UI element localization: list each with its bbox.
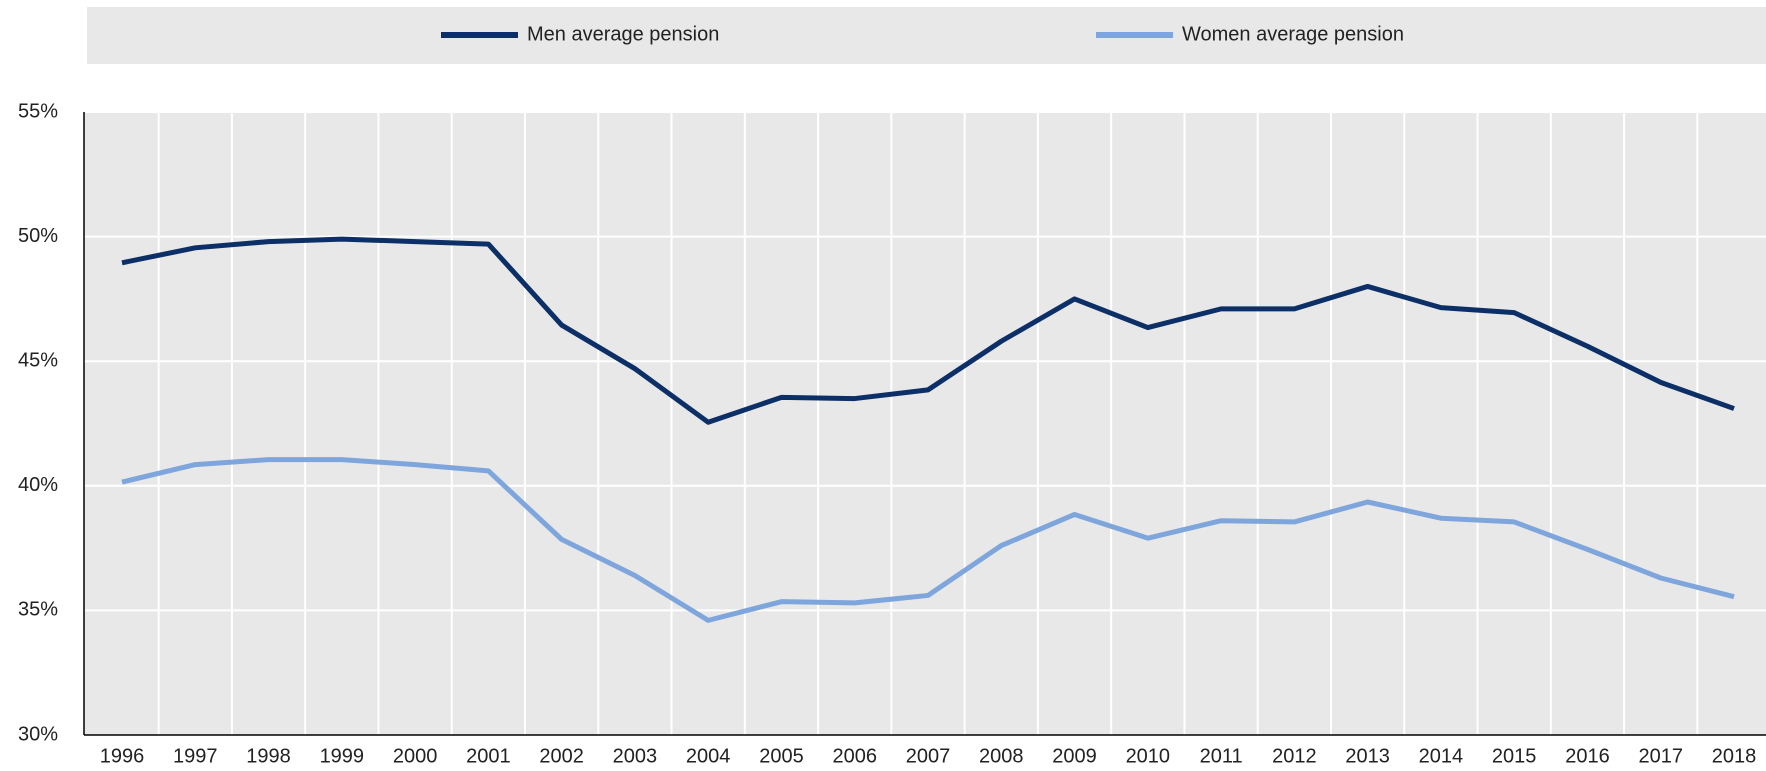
x-tick-label: 2008 (979, 745, 1024, 767)
legend-label: Women average pension (1182, 23, 1404, 45)
x-tick-label: 2014 (1419, 745, 1464, 767)
x-tick-label: 2015 (1492, 745, 1537, 767)
x-tick-label: 2013 (1345, 745, 1390, 767)
x-tick-label: 2006 (832, 745, 877, 767)
y-tick-label: 40% (18, 474, 58, 496)
x-tick-label: 1999 (320, 745, 365, 767)
x-tick-label: 1997 (173, 745, 218, 767)
x-tick-label: 1998 (246, 745, 291, 767)
x-tick-label: 2004 (686, 745, 731, 767)
x-tick-label: 2009 (1052, 745, 1097, 767)
y-tick-label: 55% (18, 100, 58, 122)
x-tick-label: 2002 (539, 745, 584, 767)
x-tick-label: 2018 (1712, 745, 1757, 767)
x-tick-label: 2001 (466, 745, 511, 767)
x-tick-label: 2000 (393, 745, 438, 767)
x-tick-label: 2010 (1126, 745, 1171, 767)
x-tick-label: 2017 (1638, 745, 1683, 767)
line-series (121, 236, 1735, 425)
y-tick-label: 50% (18, 225, 58, 247)
x-tick-label: 2007 (906, 745, 951, 767)
x-tick-label: 2005 (759, 745, 804, 767)
x-tick-label: 2011 (1200, 745, 1243, 767)
y-tick-label: 45% (18, 349, 58, 371)
x-tick-label: 2016 (1565, 745, 1610, 767)
x-tick-label: 2003 (613, 745, 658, 767)
x-tick-label: 2012 (1272, 745, 1317, 767)
line-series (121, 457, 1735, 623)
legend-band (87, 7, 1766, 64)
y-tick-label: 30% (18, 723, 58, 745)
plot-area (84, 112, 1766, 735)
legend-label: Men average pension (527, 23, 719, 45)
x-tick-label: 1996 (100, 745, 145, 767)
y-tick-label: 35% (18, 599, 58, 621)
